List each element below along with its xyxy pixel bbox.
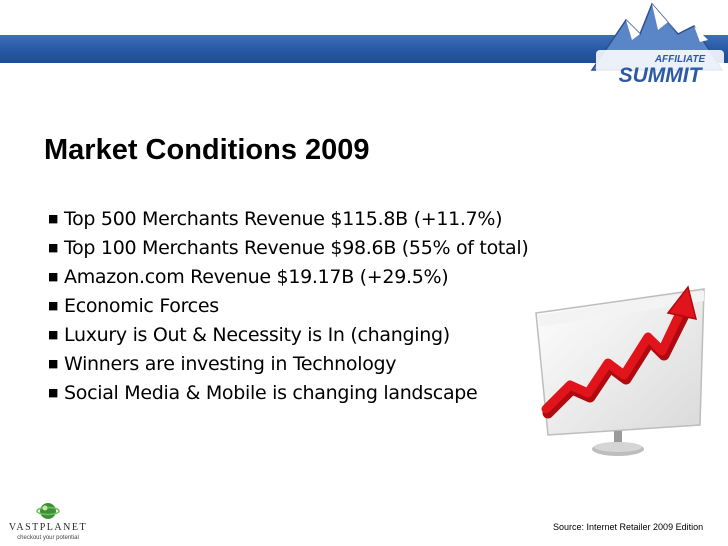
square-bullet-icon: ■ xyxy=(48,386,59,399)
square-bullet-icon: ■ xyxy=(48,328,59,341)
list-item: ■ Top 500 Merchants Revenue $115.8B (+11.… xyxy=(48,204,529,233)
list-item-text: Social Media & Mobile is changing landsc… xyxy=(64,381,478,404)
square-bullet-icon: ■ xyxy=(48,212,59,225)
source-note: Source: Internet Retailer 2009 Edition xyxy=(553,522,704,532)
square-bullet-icon: ■ xyxy=(48,357,59,370)
list-item: ■ Top 100 Merchants Revenue $98.6B (55% o… xyxy=(48,233,529,262)
list-item-text: Luxury is Out & Necessity is In (changin… xyxy=(64,323,450,346)
square-bullet-icon: ■ xyxy=(48,270,59,283)
list-item-text: Economic Forces xyxy=(64,294,219,317)
page-title: Market Conditions 2009 xyxy=(44,134,370,166)
square-bullet-icon: ■ xyxy=(48,299,59,312)
vastplanet-logo: VASTPLANET checkout your potential xyxy=(2,498,94,544)
list-item-text: Top 500 Merchants Revenue $115.8B (+11.7… xyxy=(64,207,503,230)
list-item: ■ Social Media & Mobile is changing lands… xyxy=(48,378,529,407)
list-item: ■ Amazon.com Revenue $19.17B (+29.5%) xyxy=(48,262,529,291)
list-item: ■ Winners are investing in Technology xyxy=(48,349,529,378)
list-item-text: Amazon.com Revenue $19.17B (+29.5%) xyxy=(64,265,449,288)
vastplanet-brand: VASTPLANET xyxy=(8,522,88,533)
logo-line1: AFFILIATE xyxy=(654,54,706,65)
square-bullet-icon: ■ xyxy=(48,241,59,254)
bullet-list: ■ Top 500 Merchants Revenue $115.8B (+11.… xyxy=(48,204,529,407)
affiliate-summit-logo: AFFILIATE SUMMIT xyxy=(590,2,724,87)
list-item: ■ Economic Forces xyxy=(48,291,529,320)
list-item: ■ Luxury is Out & Necessity is In (changi… xyxy=(48,320,529,349)
planet-logo-icon xyxy=(36,503,60,519)
list-item-text: Winners are investing in Technology xyxy=(64,352,397,375)
list-item-text: Top 100 Merchants Revenue $98.6B (55% of… xyxy=(64,236,529,259)
vastplanet-tagline: checkout your potential xyxy=(17,535,79,541)
logo-line2: SUMMIT xyxy=(619,64,704,87)
rising-arrow-chart-icon xyxy=(535,285,705,456)
